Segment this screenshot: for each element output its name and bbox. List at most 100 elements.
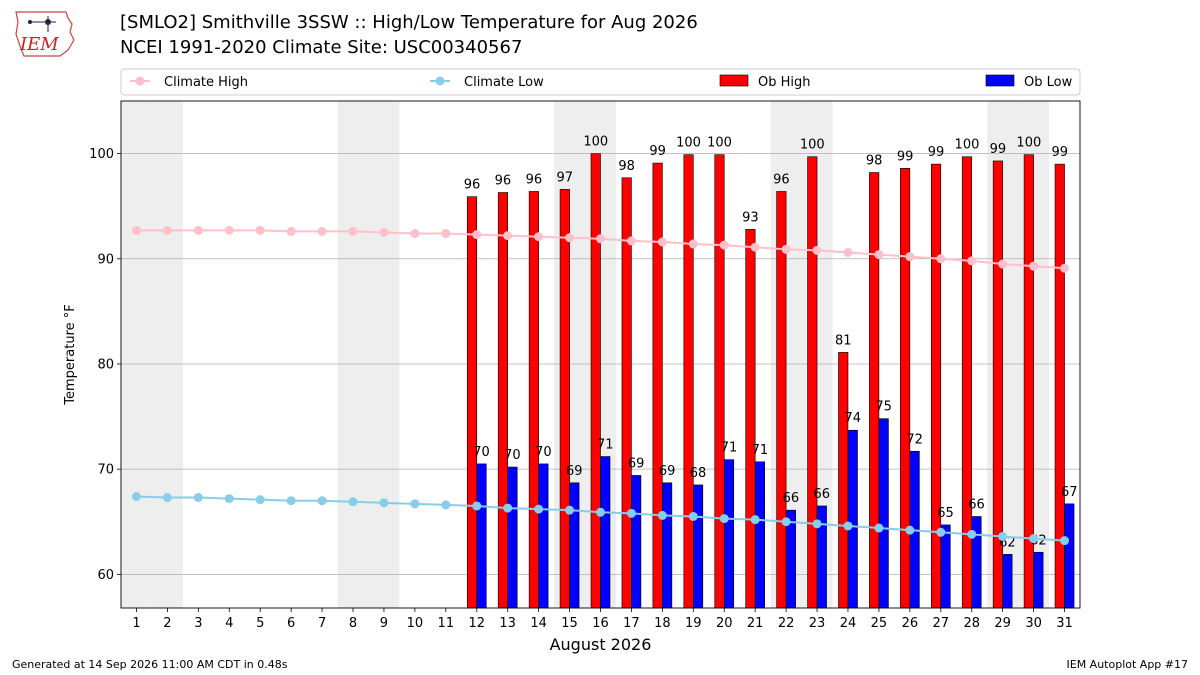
ob-high-label: 81 [835, 333, 852, 348]
legend-climate-high-marker [135, 76, 145, 86]
ob-low-bar [693, 484, 704, 609]
climate-low-point [534, 504, 544, 514]
climate-high-point [162, 225, 172, 235]
weekend-shade [121, 101, 152, 608]
ob-high-bar [683, 154, 694, 609]
ob-high-bar [745, 229, 756, 609]
x-tick-label: 31 [1056, 616, 1073, 631]
ob-high-label: 96 [773, 172, 790, 187]
ob-low-bar [847, 429, 858, 609]
climate-high-point [1029, 261, 1039, 271]
climate-low-point [348, 497, 358, 507]
climate-high-point [379, 227, 389, 237]
climate-low-point [626, 508, 636, 518]
legend-ob-high-label: Ob High [758, 75, 811, 90]
climate-low-point [1060, 536, 1070, 546]
x-tick-label: 4 [225, 616, 233, 631]
ob-low-bar [631, 475, 642, 609]
climate-low-point [843, 521, 853, 531]
svg-text:IEM: IEM [19, 34, 59, 55]
climate-low-point [503, 503, 513, 513]
legend-box [120, 68, 1081, 96]
x-tick-label: 10 [407, 616, 424, 631]
ob-low-label: 67 [1061, 485, 1078, 500]
ob-low-label: 72 [906, 432, 923, 447]
ob-low-label: 70 [535, 445, 552, 460]
climate-low-point [936, 527, 946, 537]
x-tick-label: 27 [933, 616, 950, 631]
ob-high-bar [652, 162, 663, 609]
ob-low-bar [1064, 503, 1075, 609]
climate-low-point [967, 529, 977, 539]
climate-low-point [224, 494, 234, 504]
legend-climate-low-marker [435, 76, 445, 86]
ob-high-label: 99 [928, 145, 945, 160]
climate-high-point [348, 226, 358, 236]
ob-high-label: 96 [495, 174, 512, 189]
ob-low-bar [1033, 551, 1044, 609]
ob-high-label: 99 [990, 142, 1007, 157]
climate-high-point [998, 259, 1008, 269]
x-tick-label: 16 [592, 616, 609, 631]
ob-high-label: 100 [707, 136, 732, 151]
weekend-shade [337, 101, 369, 608]
legend-ob-low-label: Ob Low [1024, 75, 1073, 90]
ob-high-bar [869, 172, 880, 609]
climate-high-point [131, 225, 141, 235]
climate-low-point [441, 500, 451, 510]
ob-low-label: 69 [566, 464, 583, 479]
x-tick-label: 21 [747, 616, 764, 631]
climate-high-point [193, 225, 203, 235]
x-tick-label: 22 [778, 616, 795, 631]
ob-high-label: 100 [955, 138, 980, 153]
legend-climate-high-label: Climate High [164, 75, 248, 90]
x-tick-label: 24 [840, 616, 857, 631]
ob-high-label: 96 [526, 172, 543, 187]
x-tick-label: 9 [380, 616, 388, 631]
y-tick-label: 80 [97, 357, 114, 372]
x-tick-label: 26 [902, 616, 919, 631]
x-tick-label: 12 [468, 616, 485, 631]
ob-high-bar [497, 192, 508, 609]
climate-high-point [967, 256, 977, 266]
climate-low-point [379, 498, 389, 508]
ob-high-label: 99 [649, 144, 666, 159]
ob-low-bar [723, 459, 735, 609]
climate-low-point [812, 519, 822, 529]
climate-low-point [286, 496, 296, 506]
ob-high-label: 99 [1052, 145, 1069, 160]
y-tick-label: 100 [89, 147, 114, 162]
ob-low-label: 71 [752, 443, 769, 458]
climate-high-point [317, 226, 327, 236]
x-tick-label: 6 [287, 616, 295, 631]
ob-low-bar [476, 463, 487, 609]
climate-low-point [998, 531, 1008, 541]
climate-high-point [596, 234, 605, 244]
ob-high-label: 98 [866, 154, 883, 169]
x-tick-label: 13 [499, 616, 516, 631]
y-tick-label: 70 [97, 463, 114, 478]
ob-high-bar [930, 163, 942, 609]
ob-low-label: 69 [628, 456, 645, 471]
climate-high-point [224, 225, 234, 235]
ob-high-bar [961, 156, 973, 609]
climate-high-point [719, 240, 729, 250]
ob-low-label: 75 [875, 400, 892, 415]
ob-low-label: 70 [504, 448, 521, 463]
x-tick-label: 20 [716, 616, 733, 631]
x-tick-label: 30 [1025, 616, 1042, 631]
climate-low-point [162, 493, 172, 503]
ob-low-bar [878, 418, 889, 609]
ob-high-bar [776, 191, 787, 609]
x-tick-label: 15 [561, 616, 578, 631]
climate-high-point [750, 242, 760, 252]
climate-high-point [657, 237, 667, 247]
climate-high-point [286, 226, 296, 236]
x-tick-label: 25 [871, 616, 888, 631]
ob-low-bar [662, 482, 673, 609]
ob-high-label: 100 [583, 135, 608, 150]
climate-high-point [626, 236, 636, 246]
climate-high-point [534, 232, 544, 242]
climate-low-point [874, 523, 884, 533]
